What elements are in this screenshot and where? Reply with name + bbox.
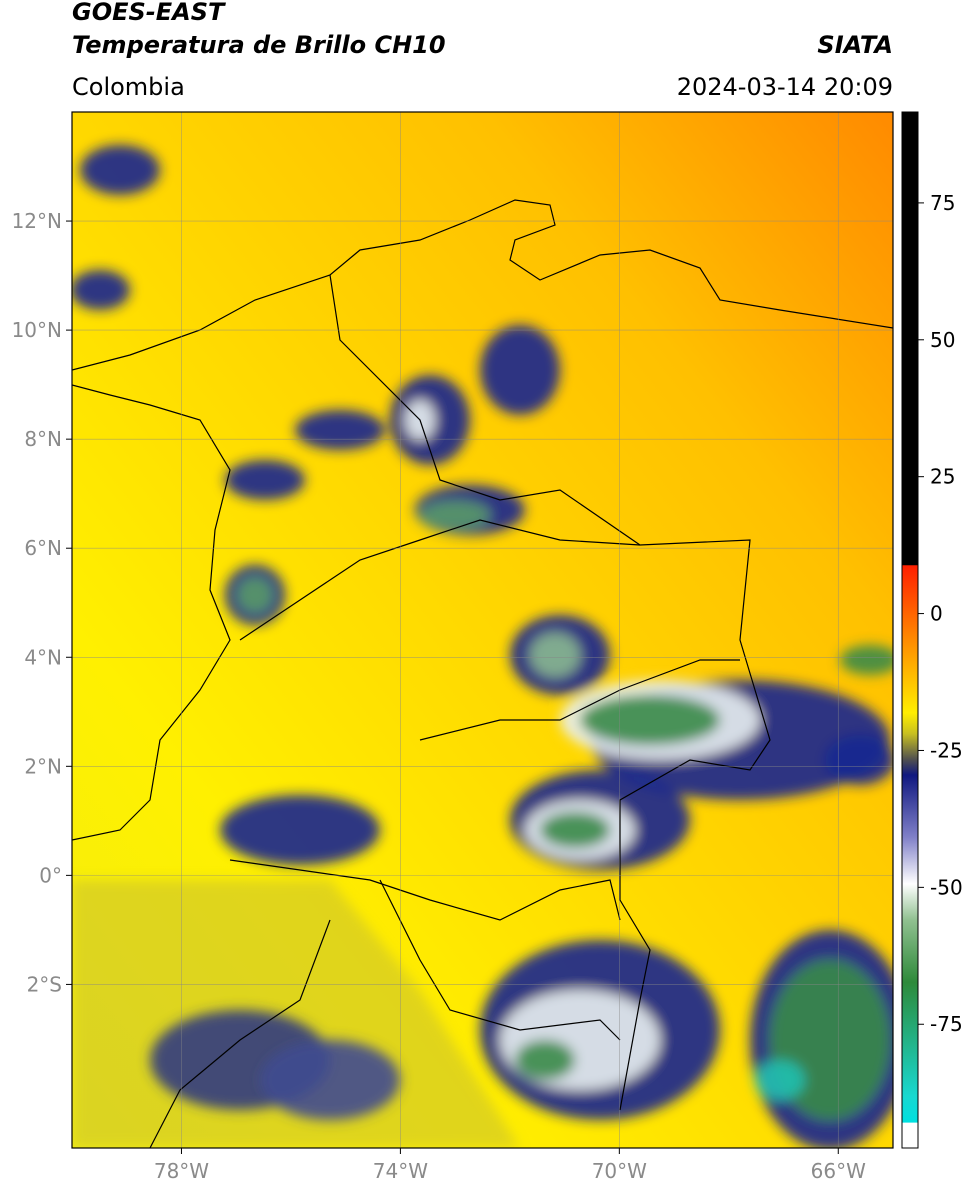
cloud [420,501,490,529]
lon-tick-label: 66°W [811,1159,866,1183]
axes: 78°W 74°W 70°W 66°W 12°N 10°N 8°N 6°N 4°N 2°N 0° 2°… [12,191,963,1183]
cloud [755,1060,805,1100]
title: GOES-EAST [72,0,226,26]
border [329,274,771,1111]
colorbar-tick-label: 25 [930,465,955,489]
border [239,519,641,641]
cloud [260,1040,400,1120]
borders [72,199,893,1148]
lat-tick-label: 4°N [24,645,62,669]
coastline [72,199,893,371]
cloud [530,633,580,677]
colorbar-tick-label: -75 [930,1012,963,1036]
lat-tick-label: 10°N [12,318,62,342]
cloud [72,270,130,310]
cloud [500,990,660,1090]
lon-tick-label: 78°W [154,1159,209,1183]
region: Colombia [72,73,185,101]
map-frame [71,111,894,1149]
lat-tick-label: 8°N [24,427,62,451]
cloud [825,735,893,785]
colorbar [901,111,919,1149]
graticule [72,112,893,1148]
cloud [515,1040,575,1080]
cloud [840,645,893,675]
lat-tick-label: 2°N [24,754,62,778]
cloud [295,410,385,450]
datetime: 2024-03-14 20:09 [677,73,893,101]
cloud [225,460,305,500]
colorbar-tick-label: -50 [930,875,963,899]
coastline [72,384,231,841]
cloud [480,325,560,415]
border [149,919,331,1148]
lat-tick-label: 6°N [24,536,62,560]
cloud [237,577,273,613]
imagery [72,112,893,1148]
colorbar-tick-label: 0 [930,602,943,626]
colorbar-tick-label: -25 [930,738,963,762]
border [379,879,621,1041]
subtitle: Temperatura de Brillo CH10 [72,31,446,59]
lat-tick-label: 12°N [12,209,62,233]
border [229,859,621,921]
cloud [80,145,160,195]
cloud [580,695,720,745]
lat-tick-label: 2°S [27,972,62,996]
border [419,659,740,741]
lon-tick-label: 70°W [592,1159,647,1183]
lon-tick-label: 74°W [373,1159,428,1183]
clouds [72,145,893,1148]
colorbar-tick-label: 50 [930,328,955,352]
lat-tick-label: 0° [39,863,62,887]
source: SIATA [817,31,893,59]
cloud [540,812,610,848]
cloud [220,795,380,865]
colorbar-tick-label: 75 [930,191,955,215]
